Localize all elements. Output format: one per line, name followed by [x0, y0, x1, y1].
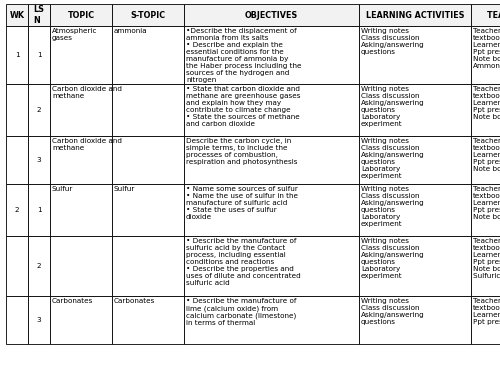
Bar — [471, 4, 500, 26]
Bar — [184, 236, 359, 296]
Bar — [471, 26, 500, 84]
Bar — [359, 26, 471, 84]
Text: Writing notes
Class discussion
Asking/answering
questions
Laboratory
experiment: Writing notes Class discussion Asking/an… — [361, 86, 425, 127]
Text: • Name some sources of sulfur
• Name the use of sulfur in the
manufacture of sul: • Name some sources of sulfur • Name the… — [186, 186, 298, 220]
Text: TEACHING AIDS: TEACHING AIDS — [486, 10, 500, 20]
Text: 1: 1 — [14, 52, 20, 58]
Text: 2: 2 — [36, 107, 42, 113]
Text: Carbon dioxide and
methane: Carbon dioxide and methane — [52, 86, 122, 99]
Bar — [6, 4, 28, 26]
Text: • State that carbon dioxide and
methane are greenhouse gases
and explain how the: • State that carbon dioxide and methane … — [186, 86, 300, 127]
Bar — [28, 26, 50, 84]
Text: LS
N: LS N — [34, 5, 44, 25]
Text: Carbonates: Carbonates — [52, 298, 94, 304]
Bar — [50, 4, 112, 26]
Bar — [112, 84, 184, 136]
Bar — [28, 136, 50, 184]
Text: • Describe the manufacture of
lime (calcium oxide) from
calcium carbonate (limes: • Describe the manufacture of lime (calc… — [186, 298, 296, 326]
Text: Writing notes
Class discussion
Asking/answering
questions
Laboratory
experiment: Writing notes Class discussion Asking/an… — [361, 138, 425, 179]
Bar — [6, 184, 28, 236]
Bar — [6, 136, 28, 184]
Bar — [359, 236, 471, 296]
Text: Carbonates: Carbonates — [114, 298, 156, 304]
Text: Teachers
textbook
Learners book
Ppt presentation
Note book: Teachers textbook Learners book Ppt pres… — [473, 138, 500, 172]
Bar — [471, 236, 500, 296]
Text: OBJECTIVES: OBJECTIVES — [245, 10, 298, 20]
Text: Teachers
textbook
Learners book
Ppt presentation: Teachers textbook Learners book Ppt pres… — [473, 298, 500, 325]
Bar — [112, 296, 184, 344]
Text: Writing notes
Class discussion
Asking/answering
questions
Laboratory
experiment: Writing notes Class discussion Asking/an… — [361, 238, 425, 279]
Bar — [112, 26, 184, 84]
Bar — [28, 84, 50, 136]
Text: Sulfur: Sulfur — [114, 186, 136, 192]
Text: Carbon dioxide and
methane: Carbon dioxide and methane — [52, 138, 122, 151]
Bar — [184, 136, 359, 184]
Bar — [28, 4, 50, 26]
Bar — [112, 184, 184, 236]
Bar — [359, 136, 471, 184]
Bar — [50, 236, 112, 296]
Text: Writing notes
Class discussion
Asking/answering
questions
Laboratory
experiment: Writing notes Class discussion Asking/an… — [361, 186, 425, 227]
Text: ammonia: ammonia — [114, 28, 148, 34]
Bar — [28, 296, 50, 344]
Bar — [50, 84, 112, 136]
Text: Teachers
textbook
Learners book
Ppt presentation
Note book: Teachers textbook Learners book Ppt pres… — [473, 186, 500, 220]
Bar — [184, 4, 359, 26]
Text: LEARNING ACTIVITIES: LEARNING ACTIVITIES — [366, 10, 464, 20]
Bar — [6, 236, 28, 296]
Bar — [359, 184, 471, 236]
Bar — [50, 184, 112, 236]
Text: Describe the carbon cycle, in
simple terms, to include the
processes of combusti: Describe the carbon cycle, in simple ter… — [186, 138, 298, 165]
Text: Atmospheric
gases: Atmospheric gases — [52, 28, 98, 41]
Bar — [184, 296, 359, 344]
Text: WK: WK — [10, 10, 24, 20]
Bar — [6, 26, 28, 84]
Text: Teachers
textbook
Learners book
Ppt presentation
Note book
Sulfuric acid: Teachers textbook Learners book Ppt pres… — [473, 238, 500, 279]
Bar — [6, 296, 28, 344]
Bar — [184, 26, 359, 84]
Text: • Describe the manufacture of
sulfuric acid by the Contact
process, including es: • Describe the manufacture of sulfuric a… — [186, 238, 301, 286]
Text: 3: 3 — [36, 317, 42, 323]
Bar — [112, 4, 184, 26]
Bar — [359, 84, 471, 136]
Bar — [359, 4, 471, 26]
Text: Teachers
textbook
Learners book
Ppt presentation
Note book
Ammonia: Teachers textbook Learners book Ppt pres… — [473, 28, 500, 69]
Bar — [359, 296, 471, 344]
Text: Writing notes
Class discussion
Asking/answering
questions: Writing notes Class discussion Asking/an… — [361, 298, 425, 325]
Text: 2: 2 — [14, 207, 20, 213]
Bar — [50, 296, 112, 344]
Text: •Describe the displacement of
ammonia from its salts
• Describe and explain the
: •Describe the displacement of ammonia fr… — [186, 28, 302, 83]
Bar — [6, 84, 28, 136]
Bar — [28, 236, 50, 296]
Text: 1: 1 — [36, 207, 42, 213]
Bar — [112, 236, 184, 296]
Text: 1: 1 — [36, 52, 42, 58]
Text: Writing notes
Class discussion
Asking/answering
questions: Writing notes Class discussion Asking/an… — [361, 28, 425, 55]
Text: Sulfur: Sulfur — [52, 186, 74, 192]
Text: S-TOPIC: S-TOPIC — [130, 10, 166, 20]
Bar — [471, 296, 500, 344]
Bar — [184, 184, 359, 236]
Bar — [50, 26, 112, 84]
Bar — [50, 136, 112, 184]
Text: TOPIC: TOPIC — [68, 10, 94, 20]
Bar — [184, 84, 359, 136]
Text: 3: 3 — [36, 157, 42, 163]
Bar — [471, 184, 500, 236]
Text: Teachers
textbook
Learners book
Ppt presentation
Note book: Teachers textbook Learners book Ppt pres… — [473, 86, 500, 120]
Bar — [28, 184, 50, 236]
Bar — [112, 136, 184, 184]
Text: 2: 2 — [36, 263, 42, 269]
Bar — [471, 84, 500, 136]
Bar — [471, 136, 500, 184]
